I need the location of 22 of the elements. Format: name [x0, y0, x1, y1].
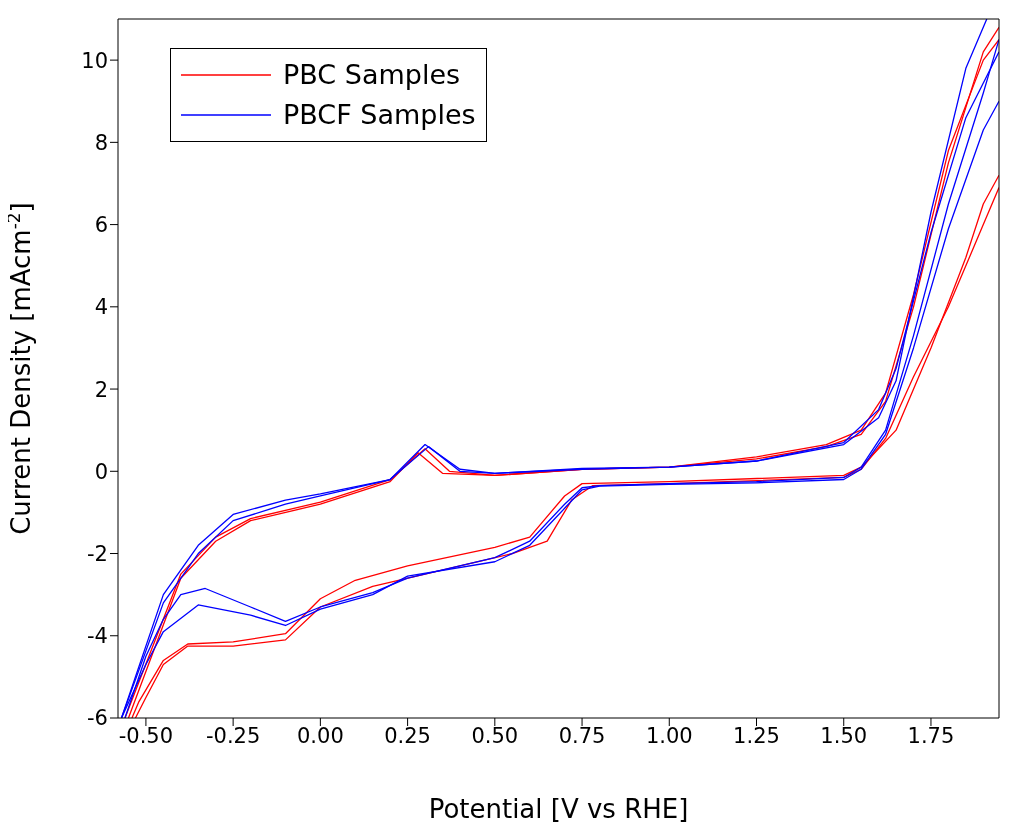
legend-label: PBCF Samples	[283, 98, 476, 132]
x-tick-label: 0.00	[296, 723, 344, 748]
x-tick-label: -0.25	[205, 723, 261, 748]
y-tick-label: -4	[87, 624, 108, 649]
x-tick-label: 0.50	[471, 723, 519, 748]
x-tick-label: 0.25	[384, 723, 431, 748]
x-axis-title: Potential [V vs RHE]	[428, 794, 689, 824]
y-tick-label: 8	[94, 130, 108, 155]
x-tick-label: 0.75	[558, 723, 606, 748]
x-tick-label: -0.50	[118, 723, 174, 748]
x-tick-label: 1.00	[645, 723, 693, 748]
y-tick-label: 2	[94, 377, 108, 402]
legend-label: PBC Samples	[283, 58, 461, 92]
y-tick-label: 0	[94, 459, 108, 484]
y-tick-label: -2	[87, 541, 108, 566]
y-tick-label: -6	[87, 706, 108, 731]
y-tick-label: 10	[81, 48, 108, 73]
y-tick-label: 4	[94, 295, 108, 320]
x-tick-label: 1.25	[733, 723, 780, 748]
x-tick-label: 1.50	[820, 723, 868, 748]
y-tick-label: 6	[94, 213, 108, 238]
x-tick-label: 1.75	[907, 723, 955, 748]
